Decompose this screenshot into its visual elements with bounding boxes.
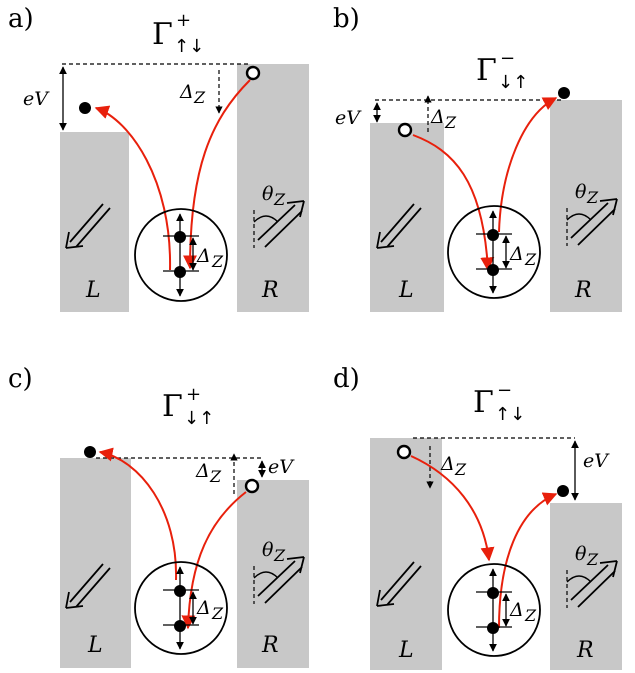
svg-text:Δ: Δ	[440, 453, 455, 475]
gamma-symbol: Γ	[152, 17, 173, 52]
gamma-symbol: Γ	[476, 53, 497, 88]
right-lead-label: R	[261, 278, 279, 303]
svg-text:Z: Z	[444, 113, 457, 132]
panel-c: c) Γ + ↓↑ eV Δ Z Δ Z	[8, 364, 309, 668]
right-lead-label: R	[576, 638, 594, 663]
electron-left	[79, 102, 91, 114]
quantum-dot: Δ Z	[134, 208, 228, 302]
svg-text:Z: Z	[209, 467, 222, 486]
gamma-subscript: ↓↑	[184, 408, 214, 429]
bias-label: eV	[583, 450, 610, 472]
right-spin-polarization-icon: θ Z	[253, 183, 305, 248]
quantum-dot: Δ Z	[447, 205, 541, 299]
panel-label: b)	[333, 4, 360, 34]
right-spin-polarization-icon: θ Z	[566, 543, 618, 608]
left-spin-polarization-icon	[65, 203, 111, 249]
transfer-arrow-from-left	[410, 455, 495, 562]
electron-right	[557, 485, 569, 497]
quantum-dot: Δ Z	[447, 563, 541, 657]
left-lead-label: L	[85, 278, 101, 303]
electron-left	[84, 446, 96, 458]
bias-label: eV	[268, 456, 295, 478]
transfer-arrow-to-left	[94, 105, 172, 271]
svg-text:θ: θ	[575, 181, 587, 203]
right-lead	[237, 64, 309, 312]
zeeman-label-upper: Δ Z	[179, 81, 206, 107]
svg-text:Z: Z	[524, 250, 537, 269]
rate-label: Γ − ↓↑	[476, 48, 528, 93]
gamma-superscript: +	[186, 384, 201, 405]
panel-label: a)	[8, 4, 34, 34]
gamma-symbol: Γ	[162, 389, 183, 424]
svg-text:Δ: Δ	[179, 81, 194, 103]
quantum-dot: Δ Z	[134, 561, 228, 655]
svg-text:Δ: Δ	[430, 106, 445, 128]
gamma-superscript: +	[176, 10, 191, 31]
panel-label: d)	[333, 364, 360, 394]
left-lead	[370, 123, 444, 312]
svg-text:Z: Z	[211, 252, 224, 271]
gamma-subscript: ↓↑	[498, 72, 528, 93]
transfer-arrow-from-right	[183, 79, 251, 270]
svg-text:Δ: Δ	[196, 245, 211, 267]
right-lead-label: R	[261, 633, 279, 658]
svg-text:θ: θ	[262, 183, 274, 205]
svg-text:θ: θ	[262, 539, 274, 561]
hole-left	[396, 444, 412, 460]
svg-text:θ: θ	[575, 543, 587, 565]
left-spin-polarization-icon	[376, 203, 422, 249]
left-lead-label: L	[398, 278, 414, 303]
zeeman-label-upper: Δ Z	[430, 106, 457, 132]
left-lead	[370, 438, 442, 670]
hole-right	[244, 478, 260, 494]
left-spin-polarization-icon	[376, 561, 422, 607]
svg-text:Δ: Δ	[509, 243, 524, 265]
svg-text:Z: Z	[586, 188, 599, 207]
rate-label: Γ + ↑↓	[152, 10, 204, 57]
transfer-arrow-to-right	[498, 97, 558, 233]
svg-text:Z: Z	[524, 606, 537, 625]
bias-label: eV	[335, 107, 362, 129]
gamma-symbol: Γ	[473, 385, 494, 420]
gamma-superscript: −	[500, 48, 515, 69]
panel-a: a) Γ + ↑↓ eV Δ Z Δ Z	[8, 4, 309, 312]
right-spin-polarization-icon: θ Z	[253, 539, 305, 604]
gamma-subscript: ↑↓	[495, 404, 525, 425]
svg-text:Z: Z	[454, 460, 467, 479]
svg-text:Z: Z	[273, 546, 286, 565]
svg-text:Δ: Δ	[509, 599, 524, 621]
gamma-superscript: −	[497, 380, 512, 401]
left-lead-label: L	[398, 638, 414, 663]
svg-text:Z: Z	[193, 88, 206, 107]
svg-text:Δ: Δ	[195, 460, 210, 482]
svg-text:Z: Z	[211, 604, 224, 623]
panel-b: b) Γ − ↓↑ eV Δ Z Δ Z	[333, 4, 622, 312]
right-lead-label: R	[574, 278, 592, 303]
svg-text:Z: Z	[273, 190, 286, 209]
transfer-arrow-from-left	[412, 134, 495, 272]
right-lead	[550, 100, 622, 312]
panel-d: d) Γ − ↑↓ eV Δ Z Δ Z	[333, 364, 622, 670]
transfer-arrow-to-left	[98, 447, 178, 581]
rate-label: Γ + ↓↑	[162, 384, 214, 429]
panel-label: c)	[8, 364, 33, 394]
zeeman-label-upper: Δ Z	[440, 453, 467, 479]
svg-text:Z: Z	[586, 550, 599, 569]
rate-label: Γ − ↑↓	[473, 380, 525, 425]
hole-left	[397, 122, 413, 138]
hole-right	[245, 65, 261, 81]
electron-right	[558, 87, 570, 99]
right-spin-polarization-icon: θ Z	[566, 181, 618, 246]
gamma-subscript: ↑↓	[174, 36, 204, 57]
bias-label: eV	[23, 88, 50, 110]
left-spin-polarization-icon	[65, 563, 111, 609]
svg-text:Δ: Δ	[196, 597, 211, 619]
zeeman-label-upper: Δ Z	[195, 460, 222, 486]
left-lead	[60, 132, 129, 312]
left-lead	[60, 458, 131, 668]
left-lead-label: L	[87, 633, 103, 658]
transfer-arrow-to-right	[498, 492, 558, 629]
